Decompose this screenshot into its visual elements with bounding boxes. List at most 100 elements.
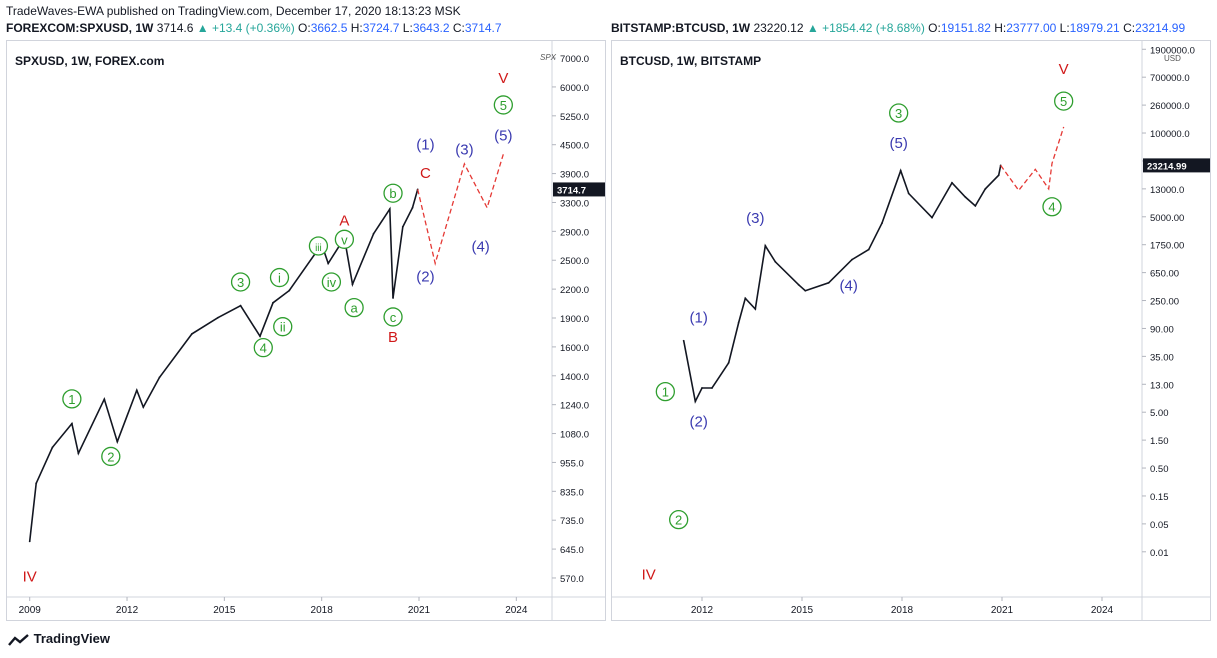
price-point (764, 244, 767, 247)
wave-label: 5 (500, 98, 507, 113)
wave-label: v (341, 232, 348, 247)
price-point (931, 216, 933, 219)
wave-label-circle (101, 446, 121, 467)
price-point (51, 446, 54, 449)
y-tick-label: 570.0 (560, 574, 584, 585)
price-point (797, 283, 800, 286)
spx-chart[interactable]: SPXUSD, 1W, FOREX.com 7000.0 6000.0 5250.0 4… (7, 41, 605, 620)
y-tick-label: 4500.0 (560, 141, 589, 152)
wave-label: 1 (662, 385, 669, 400)
wave-label: (3) (455, 141, 473, 158)
price-point (907, 192, 910, 195)
y-tick-label: 7000.0 (560, 54, 589, 65)
wave-label: 2 (107, 449, 114, 464)
btc-high: 23777.00 (1006, 21, 1057, 35)
wave-label: iv (327, 275, 337, 290)
price-point (827, 281, 830, 284)
price-point (388, 208, 391, 210)
wave-label: i (278, 271, 281, 286)
x-tick-label: 2024 (1091, 605, 1114, 616)
wave-label-circle (62, 389, 82, 409)
price-point (70, 422, 73, 425)
y-tick-label: 0.01 (1150, 548, 1169, 559)
x-tick-label: 2024 (505, 605, 528, 616)
wave-label-circle (321, 272, 342, 292)
price-point (774, 260, 777, 263)
price-point (997, 174, 1000, 177)
spx-chart-panel[interactable]: SPXUSD, 1W, FOREX.com 7000.0 6000.0 5250.0 4… (6, 40, 606, 621)
x-tick-label: 2015 (791, 605, 814, 616)
price-point (701, 387, 703, 389)
tradingview-footer[interactable]: TradingView (8, 631, 110, 647)
y-tick-label: 6000.0 (560, 83, 589, 94)
wave-label: (5) (494, 128, 512, 145)
btc-chart[interactable]: BTCUSD, 1W, BITSTAMP 1900000.0 700000.0 260… (612, 41, 1210, 620)
wave-label: 3 (237, 275, 244, 290)
wave-label: a (350, 301, 358, 316)
spx-symbol: FOREXCOM:SPXUSD, 1W (6, 21, 154, 35)
wave-label: 3 (895, 106, 902, 121)
wave-label: A (339, 213, 349, 230)
price-point (737, 321, 740, 324)
chart-title: BTCUSD, 1W, BITSTAMP (620, 54, 761, 68)
wave-label-circle (493, 95, 513, 115)
price-point (191, 333, 193, 335)
price-point (35, 482, 38, 485)
price-point (259, 335, 261, 338)
price-point (239, 304, 242, 307)
price-point (327, 262, 330, 265)
wave-label: 5 (1060, 94, 1067, 109)
y-tick-label: 5000.00 (1150, 213, 1184, 224)
y-tick-label: 2500.0 (560, 256, 589, 267)
y-tick-label: 645.0 (560, 545, 584, 556)
spx-c-label: C: (452, 21, 465, 35)
spx-high: 3724.7 (362, 21, 400, 35)
projection-line (1000, 126, 1065, 192)
price-point (744, 297, 747, 300)
btc-price: 23220.12 (753, 21, 804, 35)
btc-change: ▲ +1854.42 (+8.68%) (806, 21, 925, 35)
y-tick-label: 1750.00 (1150, 241, 1184, 252)
price-point (899, 169, 902, 172)
btc-l-label: L: (1059, 21, 1070, 35)
price-point (984, 188, 987, 190)
price-point (401, 225, 404, 228)
price-point (804, 289, 807, 292)
wave-label: IV (23, 569, 37, 586)
wave-label: 4 (260, 341, 267, 356)
wave-label-circle (655, 381, 675, 402)
wave-label: ii (280, 320, 286, 335)
x-tick-label: 2021 (991, 605, 1014, 616)
price-point (372, 232, 375, 235)
x-tick-label: 2018 (311, 605, 334, 616)
wave-label: B (388, 329, 398, 346)
y-tick-label: 100000.0 (1150, 129, 1190, 140)
wave-label-circle (383, 307, 403, 327)
price-point (711, 387, 713, 389)
y-tick-label: 2900.0 (560, 227, 589, 238)
wave-label-circle (273, 317, 293, 337)
spx-header: FOREXCOM:SPXUSD, 1W 3714.6 ▲ +13.4 (+0.3… (6, 21, 502, 35)
y-tick-label: 700000.0 (1150, 73, 1190, 84)
wave-label-circle (230, 272, 251, 292)
publish-info: TradeWaves-EWA published on TradingView.… (6, 4, 461, 18)
y-tick-label: 3300.0 (560, 198, 589, 209)
price-point (28, 540, 31, 543)
y-tick-label: 1900.0 (560, 314, 589, 325)
y-tick-label: 260000.0 (1150, 101, 1190, 112)
wave-label-circle (383, 183, 403, 203)
btc-symbol: BITSTAMP:BTCUSD, 1W (611, 21, 751, 35)
wave-label: 2 (675, 513, 682, 528)
price-point (288, 289, 291, 292)
wave-label: (5) (889, 135, 907, 152)
wave-label: (2) (689, 414, 707, 431)
tradingview-logo-icon (8, 633, 29, 646)
price-point (881, 222, 883, 225)
spx-h-label: H: (350, 21, 363, 35)
x-tick-label: 2018 (891, 605, 914, 616)
x-tick-label: 2012 (691, 605, 714, 616)
btc-chart-panel[interactable]: BTCUSD, 1W, BITSTAMP 1900000.0 700000.0 260… (611, 40, 1211, 621)
price-point (142, 406, 145, 408)
price-point (216, 316, 219, 319)
wave-label-circle (269, 267, 290, 288)
